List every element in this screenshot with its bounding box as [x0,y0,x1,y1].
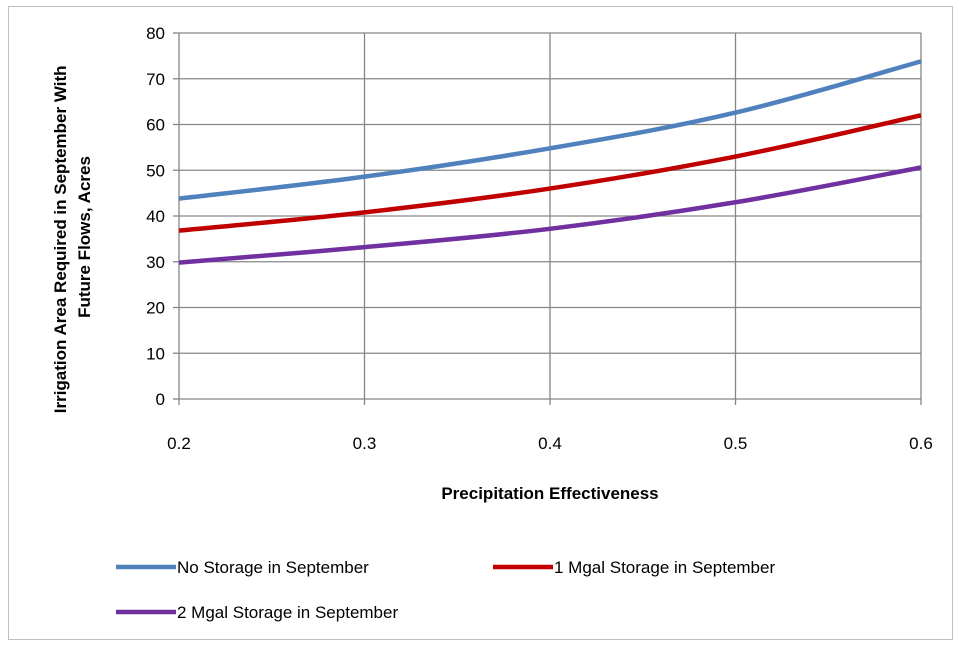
x-axis-title: Precipitation Effectiveness [441,484,658,503]
series-line-3 [178,165,922,265]
legend: No Storage in September 1 Mgal Storage in… [116,558,775,622]
x-tick-label: 0.2 [167,434,191,453]
series-line-2 [178,113,922,233]
y-tick-label: 40 [146,207,165,226]
y-tick-label: 70 [146,70,165,89]
y-axis-title-line-1: Irrigation Area Required in September Wi… [51,65,70,413]
x-tick-label: 0.6 [909,434,933,453]
y-axis-title-line-2: Future Flows, Acres [75,156,94,318]
y-tick-label: 0 [156,390,165,409]
y-tick-labels: 0 10 20 30 40 50 60 70 80 [146,24,165,409]
y-tick-label: 80 [146,24,165,43]
y-axis-title: Irrigation Area Required in September Wi… [51,61,94,414]
y-tick-label: 50 [146,161,165,180]
y-tick-label: 60 [146,116,165,135]
x-tick-label: 0.5 [724,434,748,453]
x-tick-labels: 0.2 0.3 0.4 0.5 0.6 [167,434,933,453]
grid-lines [173,32,922,405]
legend-label-3: 2 Mgal Storage in September [177,603,398,622]
y-tick-label: 10 [146,344,165,363]
x-tick-label: 0.4 [538,434,562,453]
series-line-1 [178,59,922,201]
legend-label-2: 1 Mgal Storage in September [554,558,775,577]
series-lines [178,59,922,265]
y-tick-label: 30 [146,253,165,272]
legend-label-1: No Storage in September [177,558,369,577]
chart-frame [8,6,953,640]
y-tick-label: 20 [146,299,165,318]
x-tick-label: 0.3 [353,434,377,453]
